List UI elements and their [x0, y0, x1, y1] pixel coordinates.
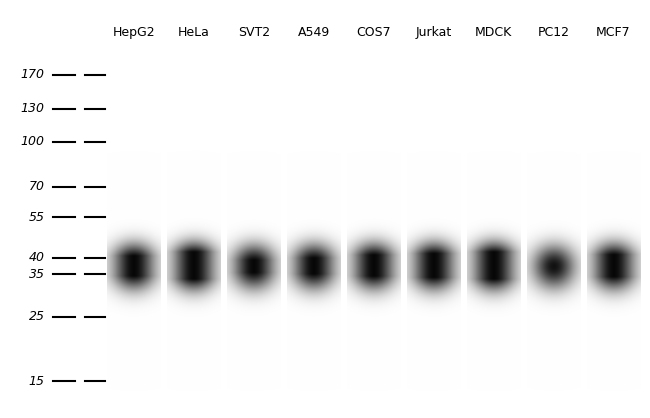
- Text: 25: 25: [29, 311, 44, 324]
- Bar: [407, 48, 460, 410]
- Text: 40: 40: [29, 251, 44, 264]
- Text: 70: 70: [29, 180, 44, 194]
- Text: COS7: COS7: [356, 26, 391, 39]
- Text: PC12: PC12: [538, 26, 569, 39]
- Text: 15: 15: [29, 375, 44, 388]
- Text: 100: 100: [21, 135, 44, 148]
- Text: 170: 170: [21, 68, 44, 81]
- Bar: [587, 48, 640, 410]
- Text: MDCK: MDCK: [475, 26, 512, 39]
- Bar: [227, 48, 281, 410]
- Text: 130: 130: [21, 102, 44, 115]
- Text: Jurkat: Jurkat: [415, 26, 452, 39]
- Text: MCF7: MCF7: [596, 26, 630, 39]
- Text: HepG2: HepG2: [112, 26, 155, 39]
- Text: 55: 55: [29, 211, 44, 224]
- Bar: [527, 48, 580, 410]
- Bar: [287, 48, 341, 410]
- Bar: [107, 48, 161, 410]
- Text: A549: A549: [298, 26, 330, 39]
- Text: 35: 35: [29, 268, 44, 281]
- Text: HeLa: HeLa: [178, 26, 210, 39]
- Bar: [167, 48, 220, 410]
- Bar: [347, 48, 400, 410]
- Bar: [467, 48, 520, 410]
- Text: SVT2: SVT2: [238, 26, 270, 39]
